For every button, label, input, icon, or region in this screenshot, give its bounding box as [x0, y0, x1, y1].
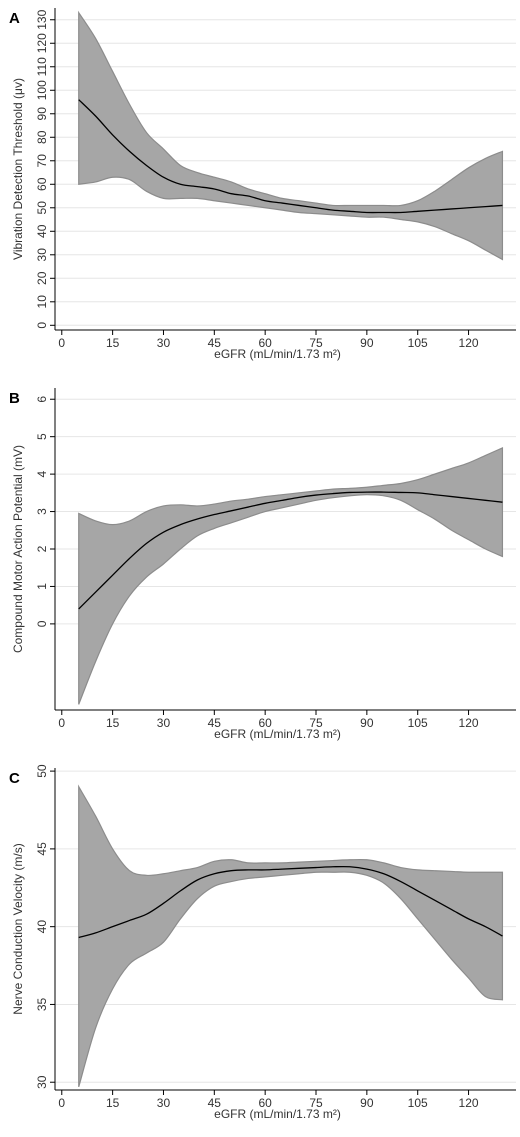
- chart-b-y-tick-label: 0: [35, 620, 49, 627]
- chart-b-x-tick-label: 120: [459, 716, 479, 730]
- chart-c-x-tick-label: 60: [258, 1096, 272, 1110]
- chart-c-x-tick-label: 105: [408, 1096, 428, 1110]
- chart-a-y-tick-label: 100: [35, 80, 49, 100]
- chart-c-x-tick-label: 45: [208, 1096, 222, 1110]
- chart-a-y-tick-label: 80: [35, 130, 49, 144]
- chart-a-confidence-band: [78, 10, 504, 261]
- chart-b-panel-label: B: [9, 390, 20, 407]
- chart-b-x-tick-label: 30: [157, 716, 171, 730]
- chart-panel-c: 30 35 40 45 50 0 15 30 45 60 75 90 105 120 eGFR (mL/mi…: [0, 760, 520, 1137]
- chart-a-y-axis-label: Vibration Detection Threshold (μv): [11, 78, 25, 260]
- chart-a-panel-label: A: [9, 10, 20, 27]
- chart-b-y-tick-label: 6: [35, 396, 49, 403]
- chart-c-y-tick-label: 40: [35, 920, 49, 934]
- chart-a-x-tick-label: 60: [258, 336, 272, 350]
- chart-c-y-tick-label: 30: [35, 1075, 49, 1089]
- chart-a-y-tick-label: 50: [35, 201, 49, 215]
- chart-b-y-tick-label: 3: [35, 508, 49, 515]
- chart-a-y-tick-label: 40: [35, 224, 49, 238]
- chart-c-y-tick-label: 35: [35, 997, 49, 1011]
- chart-a-y-tick-label: 130: [35, 9, 49, 29]
- chart-b-x-tick-label: 90: [360, 716, 374, 730]
- chart-panel-b: 0 1 2 3 4 5 6 0 15 30 45 60 75 90 105 120 eGFR (mL/min/1…: [0, 380, 520, 756]
- chart-c-x-tick-label: 90: [360, 1096, 374, 1110]
- chart-c-confidence-band: [78, 784, 504, 1088]
- chart-a-x-tick-label: 45: [208, 336, 222, 350]
- chart-a-fit-line: [78, 99, 503, 214]
- chart-c-x-tick-label: 0: [58, 1096, 65, 1110]
- chart-a-x-tick-label: 75: [309, 336, 323, 350]
- chart-c-svg: 30 35 40 45 50 0 15 30 45 60 75 90 105 120 eGFR (mL/mi…: [9, 764, 516, 1121]
- chart-c-y-tick-label: 50: [35, 764, 49, 778]
- chart-b-x-tick-label: 45: [208, 716, 222, 730]
- chart-a-y-tick-label: 60: [35, 177, 49, 191]
- chart-a-x-axis-label: eGFR (mL/min/1.73 m²): [214, 347, 341, 361]
- chart-c-panel-label: C: [9, 770, 20, 787]
- chart-b-y-tick-label: 5: [35, 433, 49, 440]
- chart-b-y-axis-label: Compound Motor Action Potential (mV): [11, 445, 25, 653]
- chart-b-x-tick-label: 0: [58, 716, 65, 730]
- chart-c-x-tick-label: 120: [459, 1096, 479, 1110]
- chart-a-x-tick-label: 30: [157, 336, 171, 350]
- chart-c-x-axis-label: eGFR (mL/min/1.73 m²): [214, 1107, 341, 1121]
- chart-b-x-tick-label: 60: [258, 716, 272, 730]
- chart-a-y-tick-label: 10: [35, 295, 49, 309]
- chart-c-x-tick-label: 15: [106, 1096, 120, 1110]
- chart-a-y-tick-label: 70: [35, 154, 49, 168]
- chart-b-x-tick-label: 105: [408, 716, 428, 730]
- chart-a-y-tick-label: 110: [35, 57, 49, 76]
- chart-a-svg: 0 10 20 30 40 50 60 70 80 90 100 110 120 130 0 15 30 45 60…: [9, 8, 516, 361]
- chart-a-x-tick-label: 90: [360, 336, 374, 350]
- chart-a-x-tick-label: 0: [58, 336, 65, 350]
- chart-c-y-tick-label: 45: [35, 842, 49, 856]
- chart-a-y-tick-label: 0: [35, 322, 49, 329]
- chart-c-x-tick-label: 75: [309, 1096, 323, 1110]
- chart-panel-a: 0 10 20 30 40 50 60 70 80 90 100 110 120 130 0 15 30 45 60…: [0, 0, 520, 376]
- chart-a-y-tick-label: 20: [35, 271, 49, 285]
- chart-c-y-axis-label: Nerve Conduction Velocity (m/s): [11, 843, 25, 1014]
- chart-b-x-axis-label: eGFR (mL/min/1.73 m²): [214, 727, 341, 741]
- chart-b-y-tick-label: 4: [35, 470, 49, 477]
- chart-b-y-tick-label: 1: [35, 583, 49, 590]
- chart-b-x-tick-label: 15: [106, 716, 120, 730]
- chart-a-x-tick-label: 105: [408, 336, 428, 350]
- chart-a-y-tick-label: 120: [35, 33, 49, 53]
- chart-a-x-tick-label: 15: [106, 336, 120, 350]
- chart-a-y-tick-label: 90: [35, 107, 49, 121]
- chart-b-fit-line: [78, 491, 503, 610]
- chart-b-y-tick-label: 2: [35, 545, 49, 552]
- chart-c-x-tick-label: 30: [157, 1096, 171, 1110]
- chart-b-x-tick-label: 75: [309, 716, 323, 730]
- chart-a-x-tick-label: 120: [459, 336, 479, 350]
- chart-a-y-tick-label: 30: [35, 248, 49, 262]
- chart-c-fit-line: [78, 865, 503, 939]
- chart-b-confidence-band: [78, 446, 504, 705]
